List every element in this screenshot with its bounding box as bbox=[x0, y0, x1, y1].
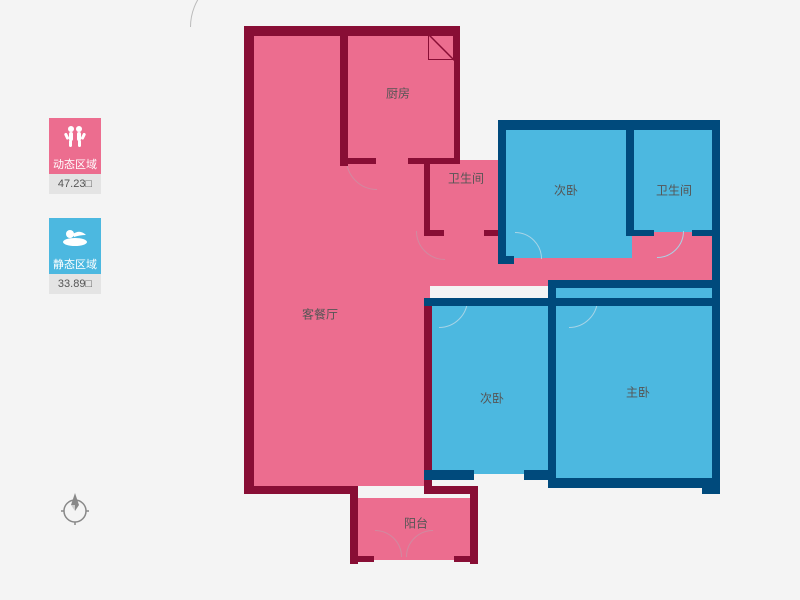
wall bbox=[548, 478, 720, 488]
legend-dynamic-label: 动态区域 bbox=[49, 154, 101, 174]
wall bbox=[424, 230, 444, 236]
wall bbox=[548, 280, 720, 288]
wall bbox=[424, 158, 430, 236]
compass-icon bbox=[56, 490, 94, 528]
legend-static-value: 33.89□ bbox=[49, 274, 101, 294]
legend-static-icon bbox=[49, 218, 101, 254]
wall bbox=[424, 470, 474, 480]
wall bbox=[424, 298, 720, 306]
wall bbox=[702, 478, 720, 494]
wall bbox=[548, 280, 556, 486]
room-sbed2 bbox=[430, 304, 554, 474]
wall bbox=[470, 486, 478, 564]
wall bbox=[244, 26, 254, 494]
floor-plan: 客餐厅厨房卫生间阳台次卧卫生间次卧主卧 bbox=[198, 18, 720, 578]
wall bbox=[408, 158, 458, 164]
wall bbox=[626, 230, 654, 236]
wall bbox=[424, 298, 432, 494]
vent-icon bbox=[428, 34, 454, 60]
wall bbox=[340, 158, 376, 164]
room-bath2 bbox=[632, 128, 716, 232]
wall bbox=[340, 30, 348, 166]
legend-dynamic-icon bbox=[49, 118, 101, 154]
wall bbox=[350, 486, 358, 564]
wall bbox=[692, 230, 718, 236]
room-bath1 bbox=[430, 160, 502, 232]
wall bbox=[498, 120, 506, 262]
wall bbox=[626, 128, 634, 234]
wall bbox=[244, 26, 460, 36]
legend-dynamic: 动态区域 47.23□ bbox=[49, 118, 101, 194]
wall bbox=[498, 256, 514, 264]
legend-static: 静态区域 33.89□ bbox=[49, 218, 101, 294]
legend-dynamic-value: 47.23□ bbox=[49, 174, 101, 194]
wall bbox=[424, 486, 478, 494]
legend-static-label: 静态区域 bbox=[49, 254, 101, 274]
wall bbox=[498, 120, 720, 130]
wall bbox=[454, 30, 460, 164]
wall bbox=[350, 556, 374, 562]
wall bbox=[244, 486, 358, 494]
